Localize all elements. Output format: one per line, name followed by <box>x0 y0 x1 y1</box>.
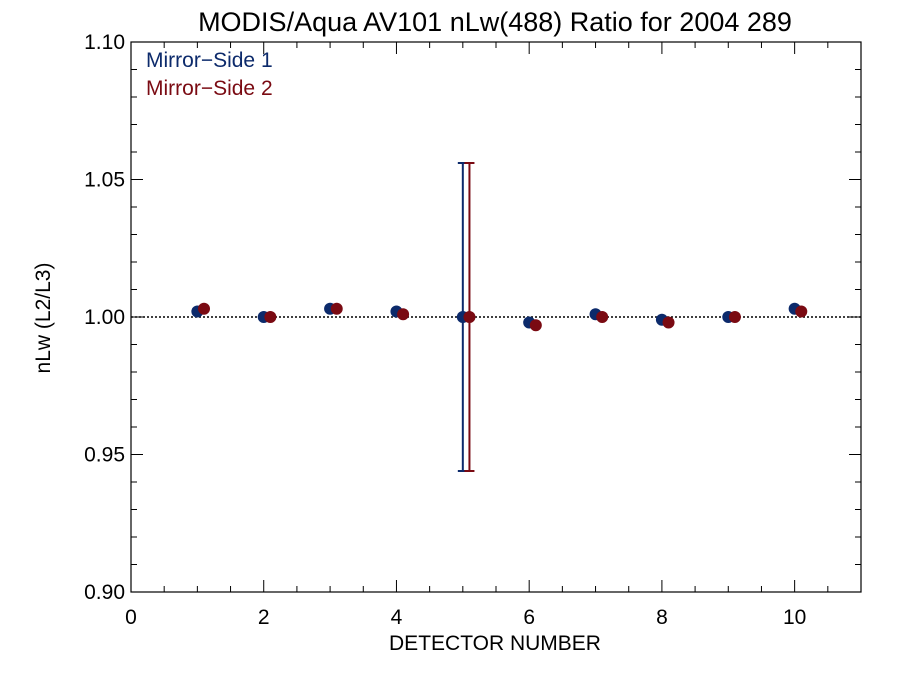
data-point-series-2 <box>728 311 741 323</box>
y-axis-label: nLw (L2/L3) <box>32 263 55 374</box>
x-tick-label: 10 <box>783 606 806 629</box>
x-tick-label: 2 <box>258 606 270 629</box>
data-point-series-2 <box>529 319 542 332</box>
y-tick-label: 1.00 <box>84 306 125 329</box>
data-point-series-2 <box>397 308 410 321</box>
legend-entry-series-1: Mirror−Side 1 <box>146 49 273 72</box>
data-point-series-2 <box>596 311 609 323</box>
x-tick-label: 8 <box>656 606 668 629</box>
data-point-series-2 <box>198 302 210 315</box>
data-point-series-2 <box>463 311 476 323</box>
x-tick-label: 4 <box>391 606 403 629</box>
x-axis-label: DETECTOR NUMBER <box>389 632 601 655</box>
y-tick-label: 1.05 <box>84 169 125 192</box>
legend-entry-series-2: Mirror−Side 2 <box>146 77 273 100</box>
y-tick-label: 0.95 <box>84 444 125 467</box>
data-point-series-2 <box>330 302 343 315</box>
data-point-series-2 <box>662 316 675 329</box>
data-point-series-2 <box>795 305 808 318</box>
data-point-series-2 <box>264 311 277 323</box>
y-tick-label: 1.10 <box>84 31 125 54</box>
plot-layer: 0 2 4 6 8 10 0.90 0.95 1.00 1.05 1.10 Mirror−Side 1… <box>84 31 862 629</box>
x-tick-label: 6 <box>523 606 535 629</box>
y-tick-label: 0.90 <box>84 581 125 604</box>
chart-title: MODIS/Aqua AV101 nLw(488) Ratio for 2004… <box>198 7 792 37</box>
x-tick-label: 0 <box>125 606 137 629</box>
